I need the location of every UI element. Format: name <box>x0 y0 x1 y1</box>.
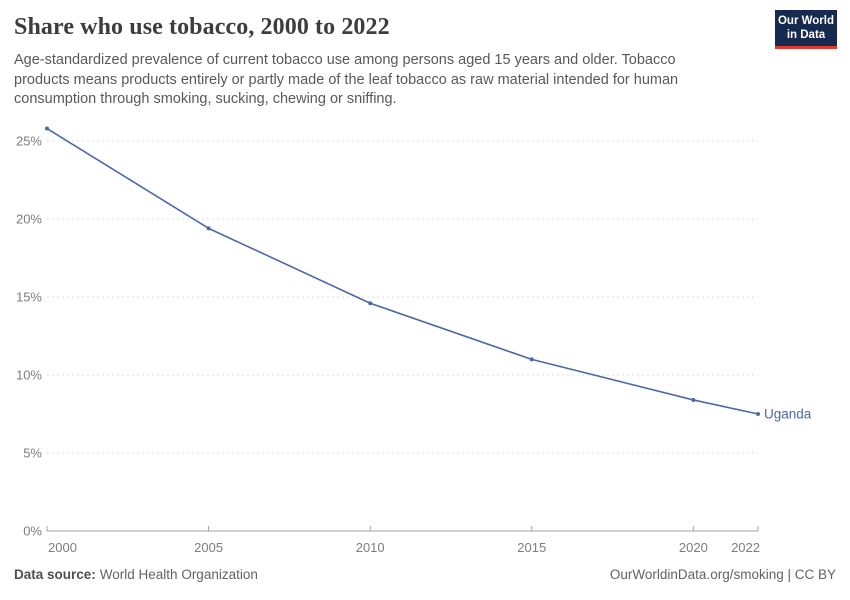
chart-subtitle: Age-standardized prevalence of current t… <box>14 52 679 107</box>
data-point-marker[interactable] <box>691 397 696 402</box>
chart-footer: Data source: World Health Organization O… <box>14 567 836 582</box>
data-source-label: Data source: <box>14 567 96 582</box>
x-tick-label: 2020 <box>679 540 708 555</box>
data-point-marker[interactable] <box>368 301 373 306</box>
data-point-marker[interactable] <box>756 412 760 416</box>
owid-logo-line2: in Data <box>786 29 826 41</box>
chart-title: Share who use tobacco, 2000 to 2022 <box>14 14 390 40</box>
data-point-marker[interactable] <box>206 226 211 231</box>
y-tick-label: 25% <box>16 134 42 149</box>
trend-line-uganda[interactable] <box>46 127 759 415</box>
series-label-uganda[interactable]: Uganda <box>764 407 812 422</box>
data-point-marker[interactable] <box>529 357 534 362</box>
y-tick-label: 20% <box>16 212 42 227</box>
x-tick-label: 2000 <box>48 540 77 555</box>
owid-logo-line1: Our World <box>777 15 834 27</box>
x-tick-label: 2015 <box>517 540 546 555</box>
y-tick-label: 5% <box>23 446 42 461</box>
data-source: Data source: World Health Organization <box>14 567 258 582</box>
owid-citation-link[interactable]: OurWorldinData.org/smoking | CC BY <box>609 567 836 582</box>
y-tick-label: 15% <box>16 290 42 305</box>
owid-logo[interactable]: Our World in Data <box>775 10 837 49</box>
x-tick-label: 2005 <box>194 540 223 555</box>
y-tick-label: 0% <box>23 524 42 539</box>
x-tick-label: 2010 <box>356 540 385 555</box>
x-tick-label: 2022 <box>731 540 760 555</box>
y-tick-label: 10% <box>16 368 42 383</box>
data-point-marker[interactable] <box>45 126 49 131</box>
data-source-value: World Health Organization <box>99 567 258 582</box>
